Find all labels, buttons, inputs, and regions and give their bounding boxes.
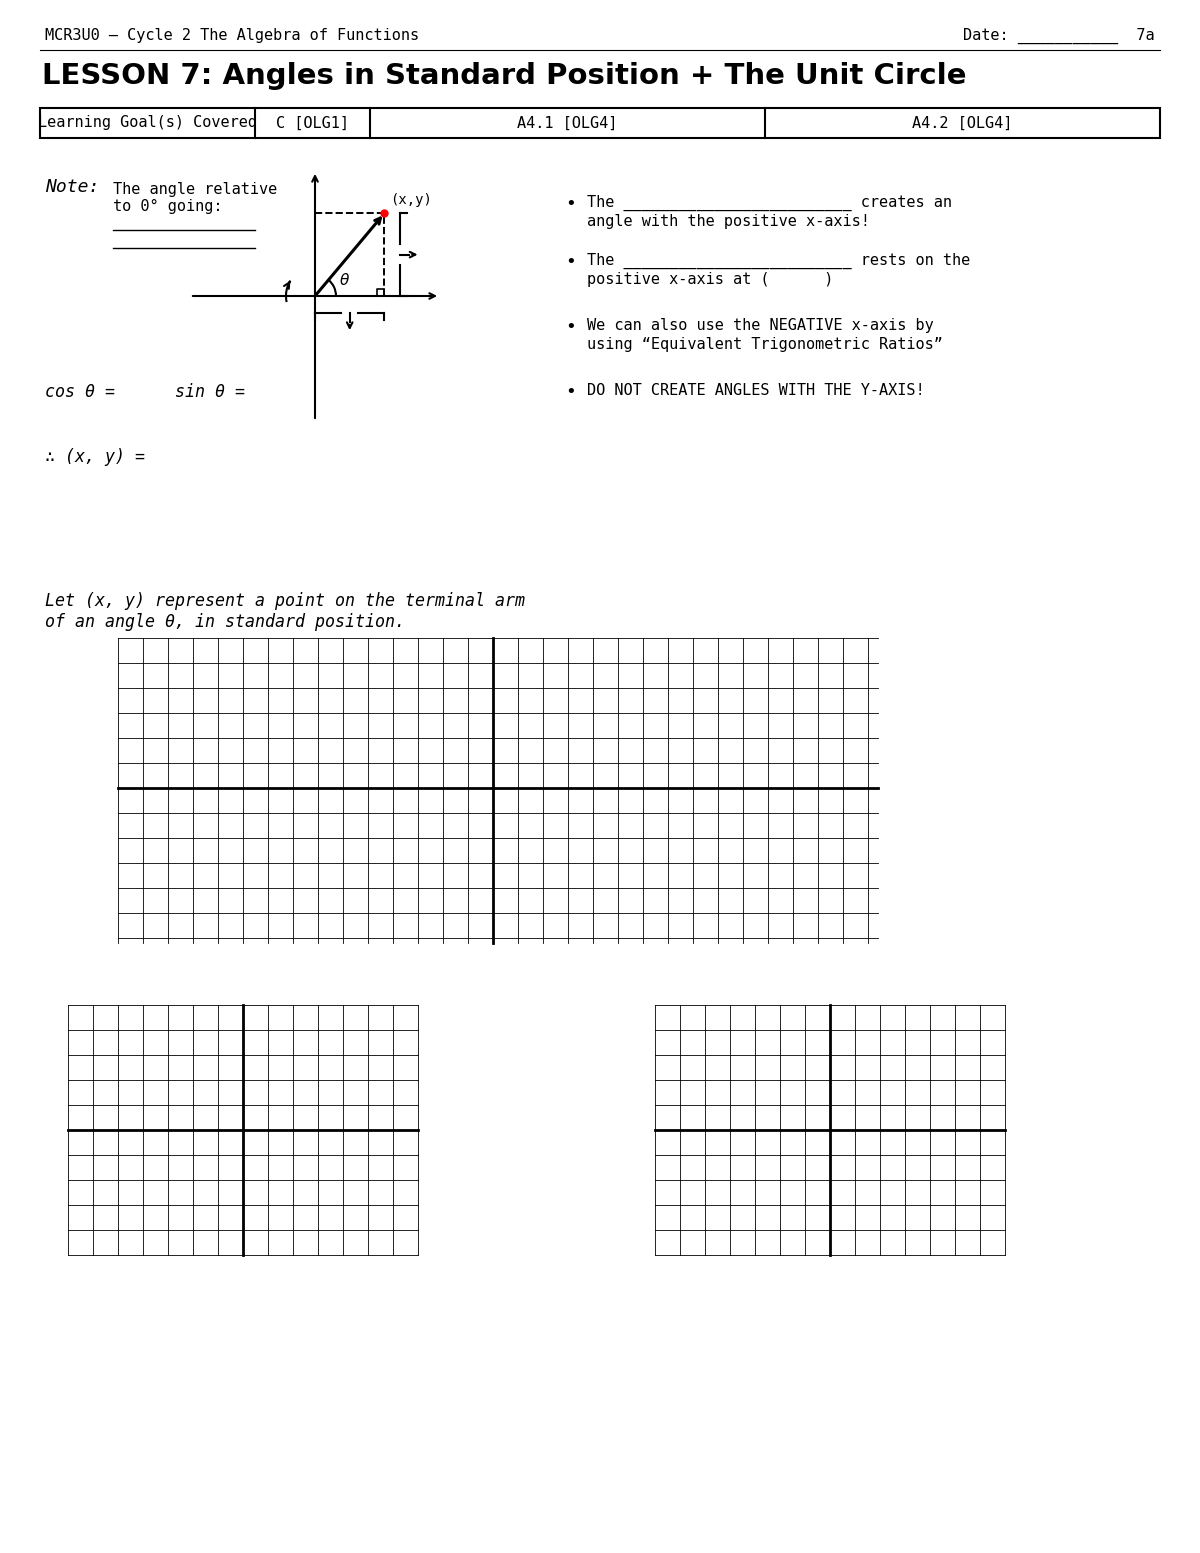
Text: angle with the positive x-axis!: angle with the positive x-axis! bbox=[587, 214, 870, 228]
Text: using “Equivalent Trigonometric Ratios”: using “Equivalent Trigonometric Ratios” bbox=[587, 337, 943, 353]
Text: The _________________________ rests on the: The _________________________ rests on t… bbox=[587, 253, 971, 269]
Text: •: • bbox=[565, 253, 576, 272]
Text: The _________________________ creates an: The _________________________ creates an bbox=[587, 196, 952, 211]
Text: ∴ (x, y) =: ∴ (x, y) = bbox=[46, 447, 145, 466]
Text: of an angle θ, in standard position.: of an angle θ, in standard position. bbox=[46, 613, 406, 631]
Text: C [OLG1]: C [OLG1] bbox=[276, 115, 349, 130]
Text: A4.2 [OLG4]: A4.2 [OLG4] bbox=[912, 115, 1013, 130]
Text: LESSON 7: Angles in Standard Position + The Unit Circle: LESSON 7: Angles in Standard Position + … bbox=[42, 62, 966, 90]
Bar bbox=[40, 109, 1160, 138]
Text: A4.1 [OLG4]: A4.1 [OLG4] bbox=[517, 115, 618, 130]
Text: sin θ =: sin θ = bbox=[175, 384, 245, 401]
Text: •: • bbox=[565, 196, 576, 213]
Text: (x,y): (x,y) bbox=[390, 193, 432, 207]
Text: Let (x, y) represent a point on the terminal arm: Let (x, y) represent a point on the term… bbox=[46, 592, 526, 610]
Text: Learning Goal(s) Covered: Learning Goal(s) Covered bbox=[38, 115, 257, 130]
Text: The angle relative: The angle relative bbox=[113, 182, 277, 197]
Text: $\theta$: $\theta$ bbox=[340, 272, 350, 287]
Text: •: • bbox=[565, 384, 576, 401]
Text: •: • bbox=[565, 318, 576, 335]
Text: Note:: Note: bbox=[46, 179, 100, 196]
Text: DO NOT CREATE ANGLES WITH THE Y-AXIS!: DO NOT CREATE ANGLES WITH THE Y-AXIS! bbox=[587, 384, 925, 398]
Text: cos θ =: cos θ = bbox=[46, 384, 115, 401]
Text: positive x-axis at (      ): positive x-axis at ( ) bbox=[587, 272, 833, 287]
Text: Date: ___________  7a: Date: ___________ 7a bbox=[964, 28, 1154, 43]
Text: to 0° going:: to 0° going: bbox=[113, 199, 222, 214]
Text: We can also use the NEGATIVE x-axis by: We can also use the NEGATIVE x-axis by bbox=[587, 318, 934, 332]
Text: MCR3U0 – Cycle 2 The Algebra of Functions: MCR3U0 – Cycle 2 The Algebra of Function… bbox=[46, 28, 419, 43]
